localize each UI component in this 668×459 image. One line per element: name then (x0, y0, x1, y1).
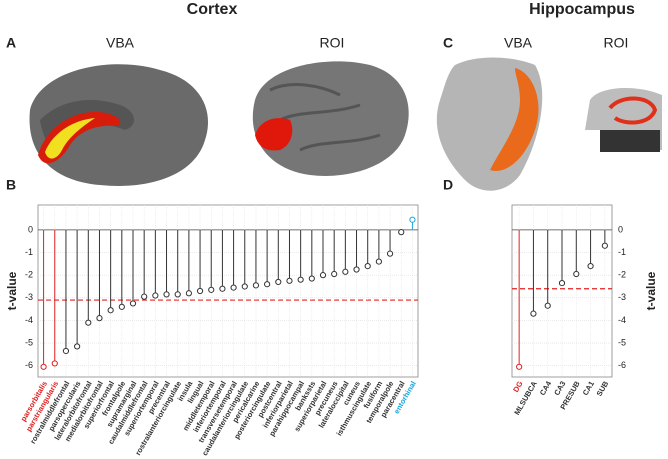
y-tick-label: -5 (25, 337, 33, 347)
y-tick-label: -4 (618, 315, 626, 325)
stem-marker (152, 292, 159, 299)
stem-marker (342, 268, 349, 275)
x-tick-label: DG (511, 379, 525, 393)
stem-marker (375, 258, 382, 265)
cortex-roi-image (252, 61, 409, 176)
stem-marker (196, 287, 204, 295)
plot-area (37, 204, 419, 378)
cortex-title: Cortex (187, 1, 238, 18)
stem-marker (96, 315, 103, 322)
y-tick-label: 0 (28, 224, 33, 234)
stem-marker (558, 279, 566, 287)
panel-label: A (6, 35, 16, 51)
stem-marker (286, 277, 293, 284)
stem-marker (185, 290, 192, 297)
stem-marker (107, 307, 114, 314)
y-tick-label: -2 (618, 270, 626, 280)
stem-marker (353, 266, 360, 273)
y-tick-label: -4 (25, 315, 33, 325)
stem-marker (364, 263, 371, 270)
stem-marker (230, 284, 237, 291)
stem-marker (544, 302, 551, 309)
stem-marker (331, 270, 338, 278)
hippocampus-vba-image (436, 57, 543, 191)
y-tick-label: -6 (618, 360, 626, 370)
cortex-vba-image (29, 64, 208, 186)
stem-marker (398, 229, 405, 236)
stem-marker (51, 360, 58, 367)
y-tick-label: -3 (618, 292, 626, 302)
stem-marker (40, 363, 47, 370)
stem-marker (129, 300, 137, 307)
stem-marker (275, 278, 282, 286)
y-tick-label: -3 (25, 292, 33, 302)
image-label: ROI (320, 35, 345, 51)
stem-marker (409, 216, 416, 223)
hippocampus-title: Hippocampus (529, 1, 635, 18)
image-label: VBA (106, 35, 135, 51)
stem-marker (516, 363, 523, 370)
y-tick-label: -2 (25, 270, 33, 280)
stem-marker (573, 270, 580, 278)
stem-marker (241, 283, 248, 290)
image-label: VBA (504, 35, 533, 51)
hippocampus-roi-image (585, 88, 662, 152)
stem-marker (141, 293, 148, 300)
stem-marker (208, 286, 215, 293)
stem-marker (62, 347, 70, 355)
stem-marker (85, 319, 92, 326)
image-label: ROI (604, 35, 629, 51)
stem-marker (308, 275, 315, 282)
y-tick-label: -6 (25, 360, 33, 370)
stem-marker (319, 272, 327, 279)
y-tick-label: 0 (618, 224, 623, 234)
stem-marker (219, 285, 226, 292)
stem-marker (163, 291, 170, 298)
stem-marker (297, 276, 304, 283)
y-axis-label: t-value (5, 271, 19, 310)
x-tick-label: CA4 (538, 379, 554, 397)
panel-label: B (6, 177, 16, 193)
stem-marker (530, 310, 537, 317)
stem-marker (74, 343, 81, 350)
stem-marker (174, 291, 181, 298)
panel-label: C (443, 35, 453, 51)
stem-marker (252, 282, 260, 289)
stem-marker (601, 242, 608, 249)
y-tick-label: -1 (618, 247, 626, 257)
x-tick-label: SUB (595, 379, 611, 398)
panel-label: D (443, 177, 453, 193)
stem-marker (264, 281, 271, 288)
stem-marker (587, 263, 594, 270)
stem-marker (386, 250, 394, 257)
y-tick-label: -1 (25, 247, 33, 257)
y-axis-label: t-value (644, 271, 658, 310)
x-tick-label: CA1 (581, 379, 596, 397)
y-tick-label: -5 (618, 337, 626, 347)
stem-marker (118, 303, 125, 310)
